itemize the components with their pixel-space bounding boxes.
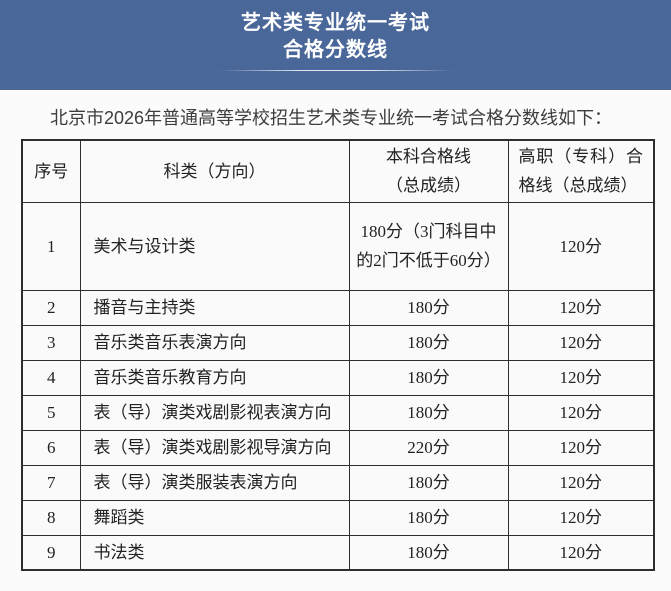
cell-category: 书法类 (79, 534, 350, 571)
cell-vocational: 120分 (507, 359, 655, 396)
cell-vocational: 120分 (507, 324, 655, 361)
table-row: 8 舞蹈类 180分 120分 (21, 499, 655, 536)
cell-no: 1 (21, 201, 81, 291)
cell-category: 表（导）演类戏剧影视表演方向 (79, 394, 350, 431)
cell-vocational: 120分 (507, 499, 655, 536)
table-row: 2 播音与主持类 180分 120分 (21, 289, 655, 326)
table-header: 序号 科类（方向） 本科合格线 （总成绩） 高职（专科）合格线（总成绩） (21, 139, 655, 203)
cell-category: 美术与设计类 (79, 201, 350, 291)
cell-undergrad: 180分 (348, 324, 509, 361)
header-no: 序号 (21, 139, 81, 203)
cell-no: 9 (21, 534, 81, 571)
banner-title: 艺术类专业统一考试 合格分数线 (0, 10, 671, 64)
table-row: 3 音乐类音乐表演方向 180分 120分 (21, 324, 655, 361)
cell-undergrad: 180分 (348, 464, 509, 501)
cell-undergrad: 180分 (348, 499, 509, 536)
banner-title-line1: 艺术类专业统一考试 (241, 12, 430, 34)
table-row: 6 表（导）演类戏剧影视导演方向 220分 120分 (21, 429, 655, 466)
cell-undergrad: 180分（3门科目中的2门不低于60分） (348, 201, 509, 291)
cell-vocational: 120分 (507, 289, 655, 326)
table-row: 4 音乐类音乐教育方向 180分 120分 (21, 359, 655, 396)
table-body: 1 美术与设计类 180分（3门科目中的2门不低于60分） 120分 2 播音与… (21, 201, 655, 571)
banner-title-line2: 合格分数线 (283, 39, 388, 61)
table-row: 1 美术与设计类 180分（3门科目中的2门不低于60分） 120分 (21, 201, 655, 291)
cell-category: 表（导）演类戏剧影视导演方向 (79, 429, 350, 466)
cell-vocational: 120分 (507, 429, 655, 466)
cell-category: 表（导）演类服装表演方向 (79, 464, 350, 501)
cell-category: 音乐类音乐表演方向 (79, 324, 350, 361)
table-row: 7 表（导）演类服装表演方向 180分 120分 (21, 464, 655, 501)
cell-no: 8 (21, 499, 81, 536)
cell-category: 音乐类音乐教育方向 (79, 359, 350, 396)
cell-no: 5 (21, 394, 81, 431)
cell-vocational: 120分 (507, 534, 655, 571)
cell-category: 舞蹈类 (79, 499, 350, 536)
intro-text: 北京市2026年普通高等学校招生艺术类专业统一考试合格分数线如下： (50, 108, 613, 128)
header-category: 科类（方向） (79, 139, 350, 203)
cell-undergrad: 180分 (348, 534, 509, 571)
cell-undergrad: 180分 (348, 289, 509, 326)
cell-vocational: 120分 (507, 201, 655, 291)
cell-undergrad: 180分 (348, 359, 509, 396)
cell-vocational: 120分 (507, 394, 655, 431)
header-banner: 艺术类专业统一考试 合格分数线 (0, 0, 671, 90)
cell-no: 6 (21, 429, 81, 466)
header-row: 序号 科类（方向） 本科合格线 （总成绩） 高职（专科）合格线（总成绩） (21, 139, 655, 203)
cell-category: 播音与主持类 (79, 289, 350, 326)
cell-no: 3 (21, 324, 81, 361)
table-row: 9 书法类 180分 120分 (21, 534, 655, 571)
cell-no: 7 (21, 464, 81, 501)
table-row: 5 表（导）演类戏剧影视表演方向 180分 120分 (21, 394, 655, 431)
header-undergrad: 本科合格线 （总成绩） (348, 139, 509, 203)
header-undergrad-line1: 本科合格线 (386, 147, 471, 167)
cell-undergrad: 180分 (348, 394, 509, 431)
cell-vocational: 120分 (507, 464, 655, 501)
cell-no: 4 (21, 359, 81, 396)
cell-undergrad: 220分 (348, 429, 509, 466)
header-vocational: 高职（专科）合格线（总成绩） (507, 139, 655, 203)
banner-divider (217, 70, 454, 71)
score-table: 序号 科类（方向） 本科合格线 （总成绩） 高职（专科）合格线（总成绩） 1 美… (21, 139, 655, 571)
cell-no: 2 (21, 289, 81, 326)
header-undergrad-line2: （总成绩） (386, 176, 471, 196)
